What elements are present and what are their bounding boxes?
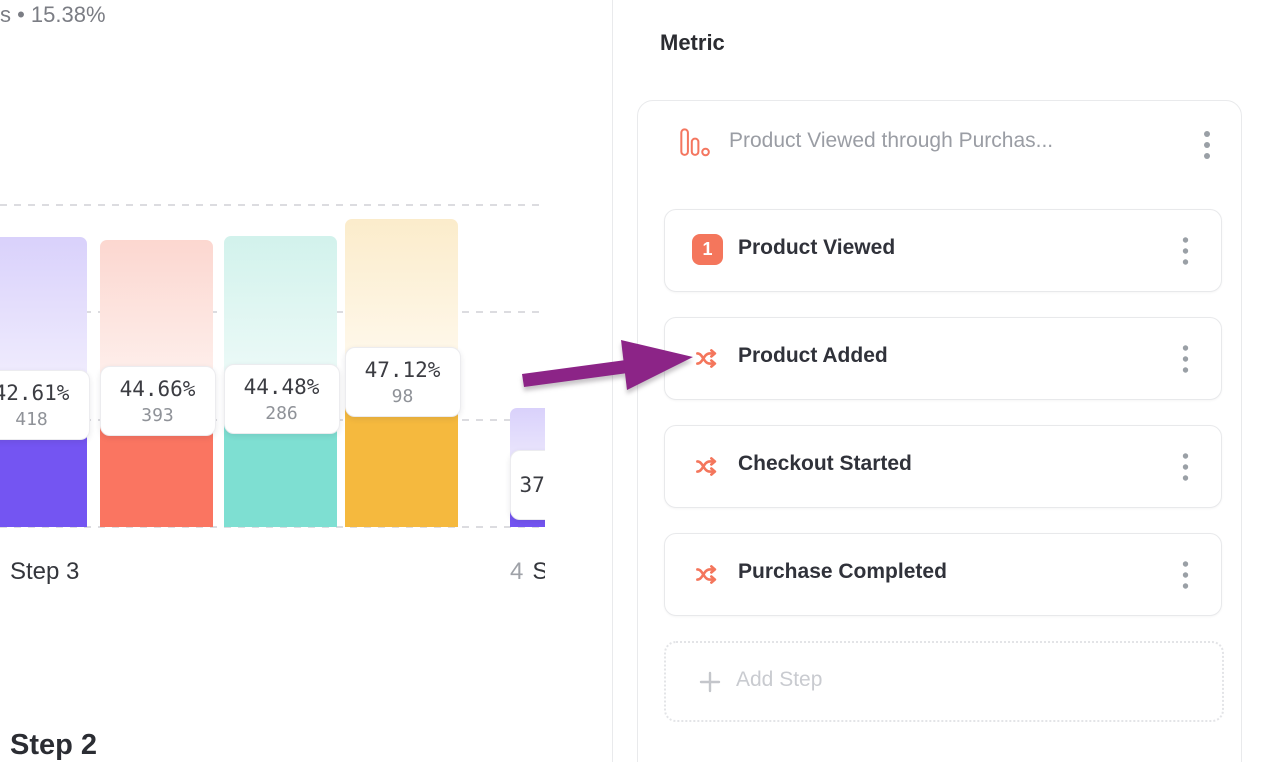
funnel-plot: Step 3 4 Step 4 42.61% 418 44.66% 393 44.48% 2… — [0, 0, 545, 762]
conversion-label: 37 — [509, 449, 545, 520]
axis-step-number: 4 — [510, 558, 524, 585]
chart-gridline — [0, 204, 545, 206]
step-menu-kebab-icon[interactable] — [1182, 452, 1189, 483]
funnel-chart-region: s • 15.38% Step 3 4 Step 4 42.61% 418 44.66… — [0, 0, 612, 762]
step-2-section-heading: Step 2 — [10, 729, 98, 761]
conversion-count: 286 — [265, 402, 298, 424]
funnel-step-card-product-added[interactable]: Product Added — [664, 317, 1222, 400]
step-number-badge: 1 — [692, 234, 723, 265]
chart-summary-note: s • 15.38% — [0, 2, 106, 27]
funnel-step-card-product-viewed[interactable]: 1 Product Viewed — [664, 209, 1222, 292]
conversion-count: 418 — [15, 408, 48, 430]
plus-icon — [699, 671, 721, 693]
axis-label-text: Step 4 — [532, 558, 545, 585]
conversion-label: 44.66% 393 — [99, 366, 216, 437]
conversion-percent: 37 — [519, 472, 545, 497]
step-menu-kebab-icon[interactable] — [1182, 344, 1189, 375]
conversion-percent: 42.61% — [0, 380, 70, 405]
conversion-count: 98 — [391, 386, 414, 408]
step-label: Purchase Completed — [738, 560, 947, 583]
shuffle-icon — [696, 565, 717, 584]
chart-gridline — [0, 526, 545, 528]
metric-title-row[interactable]: Product Viewed through Purchas... — [638, 125, 1241, 165]
metric-card: Product Viewed through Purchas... 1 Produ… — [637, 100, 1242, 762]
step-menu-kebab-icon[interactable] — [1182, 236, 1189, 267]
step-menu-kebab-icon[interactable] — [1182, 560, 1189, 591]
shuffle-icon — [696, 457, 717, 476]
add-step-button[interactable]: Add Step — [664, 641, 1224, 722]
funnel-step-card-checkout-started[interactable]: Checkout Started — [664, 425, 1222, 508]
step-label: Checkout Started — [738, 452, 912, 475]
conversion-percent: 44.66% — [119, 377, 196, 402]
axis-label-text: Step 3 — [10, 558, 80, 585]
x-axis-label-step-4: 4 Step 4 — [510, 558, 545, 586]
metric-panel: Metric Product Viewed through Purchas...… — [613, 0, 1264, 762]
x-axis-label-step-3: Step 3 — [10, 558, 79, 586]
metric-name: Product Viewed through Purchas... — [729, 129, 1054, 152]
add-step-label: Add Step — [736, 668, 823, 691]
metric-menu-kebab-icon[interactable] — [1203, 128, 1211, 162]
conversion-percent: 47.12% — [364, 358, 441, 383]
conversion-label: 47.12% 98 — [344, 347, 461, 418]
panel-divider — [612, 0, 613, 762]
step-label: Product Viewed — [738, 236, 896, 259]
annotation-arrow — [522, 340, 693, 390]
conversion-label: 42.61% 418 — [0, 369, 90, 440]
funnel-bars-icon — [680, 128, 710, 157]
shuffle-icon — [696, 349, 717, 368]
conversion-percent: 44.48% — [243, 374, 320, 399]
metric-panel-heading: Metric — [660, 30, 725, 55]
conversion-label: 44.48% 286 — [223, 363, 340, 434]
funnel-step-card-purchase-completed[interactable]: Purchase Completed — [664, 533, 1222, 616]
conversion-count: 393 — [141, 405, 174, 427]
step-label: Product Added — [738, 344, 888, 367]
